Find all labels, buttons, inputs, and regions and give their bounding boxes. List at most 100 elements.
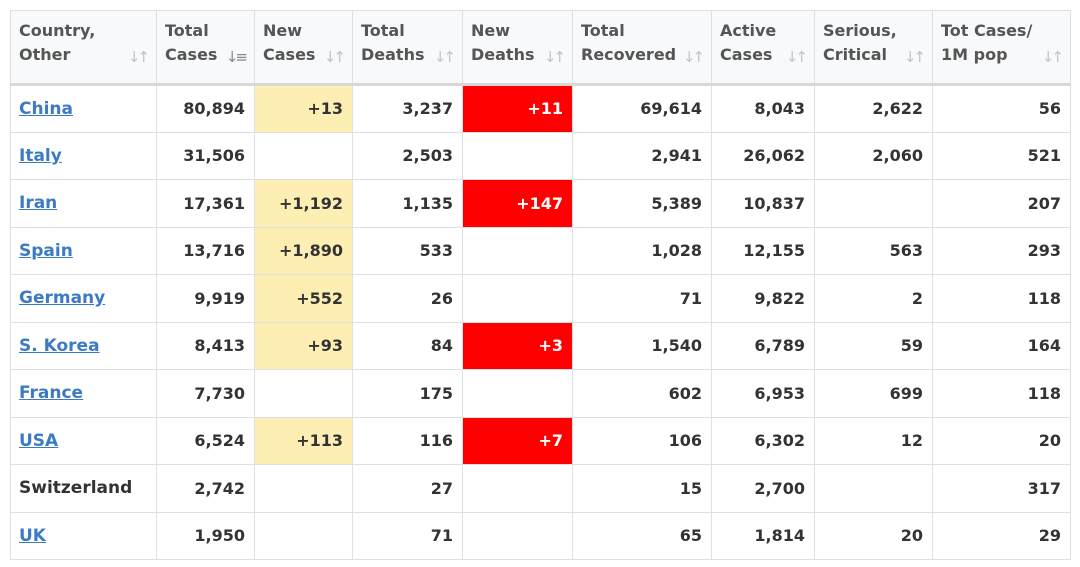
column-header-country[interactable]: Country, Other ↓↑ — [10, 10, 157, 86]
sort-descending-icon[interactable]: ↓≡ — [225, 48, 248, 66]
column-header-label: Total Deaths — [361, 21, 425, 64]
sort-updown-icon[interactable]: ↓↑ — [1041, 48, 1064, 66]
new-cases-cell — [254, 511, 353, 560]
new-deaths-cell — [462, 274, 573, 323]
column-header-label: Active Cases — [720, 21, 777, 64]
total-recovered-cell: 106 — [572, 416, 712, 465]
table-row: S. Korea 8,413 +93 84 +3 1,540 6,789 59 164 — [10, 321, 1071, 370]
country-cell: Switzerland — [10, 464, 157, 513]
table-row: Italy 31,506 2,503 2,941 26,062 2,060 521 — [10, 131, 1071, 180]
new-cases-cell: +93 — [254, 321, 353, 370]
country-link[interactable]: Germany — [19, 288, 106, 309]
country-cell: China — [10, 84, 157, 133]
total-recovered-cell: 71 — [572, 274, 712, 323]
column-header-label: Country, Other — [19, 21, 96, 64]
serious-critical-cell — [814, 464, 933, 513]
country-cell: Italy — [10, 131, 157, 180]
country-link[interactable]: France — [19, 383, 84, 404]
serious-critical-cell: 2,622 — [814, 84, 933, 133]
total-deaths-cell: 2,503 — [352, 131, 463, 180]
active-cases-cell: 2,700 — [711, 464, 815, 513]
country-link[interactable]: Italy — [19, 145, 62, 166]
header-row: Country, Other ↓↑ Total Cases ↓≡ New Cases ↓↑… — [10, 10, 1071, 86]
total-cases-cell: 17,361 — [156, 179, 255, 228]
total-cases-cell: 9,919 — [156, 274, 255, 323]
country-link[interactable]: Spain — [19, 240, 73, 261]
column-header-label: Total Cases — [165, 21, 218, 64]
new-deaths-cell — [462, 464, 573, 513]
total-cases-cell: 8,413 — [156, 321, 255, 370]
table-row: Germany 9,919 +552 26 71 9,822 2 118 — [10, 274, 1071, 323]
table-row: France 7,730 175 602 6,953 699 118 — [10, 369, 1071, 418]
total-recovered-cell: 65 — [572, 511, 712, 560]
total-deaths-cell: 533 — [352, 226, 463, 275]
column-header-label: Serious, Critical — [823, 21, 897, 64]
sort-updown-icon[interactable]: ↓↑ — [127, 48, 150, 66]
total-recovered-cell: 2,941 — [572, 131, 712, 180]
column-header-serious-critical[interactable]: Serious, Critical ↓↑ — [814, 10, 933, 86]
country-link[interactable]: Iran — [19, 193, 58, 214]
column-header-label: Tot Cases/ 1M pop — [941, 21, 1033, 64]
table-body: China 80,894 +13 3,237 +11 69,614 8,043 2,622 56… — [10, 84, 1071, 560]
table-row: China 80,894 +13 3,237 +11 69,614 8,043 2,622 56 — [10, 84, 1071, 133]
serious-critical-cell: 59 — [814, 321, 933, 370]
country-cell: Germany — [10, 274, 157, 323]
total-cases-cell: 31,506 — [156, 131, 255, 180]
total-cases-cell: 13,716 — [156, 226, 255, 275]
total-deaths-cell: 1,135 — [352, 179, 463, 228]
total-cases-cell: 1,950 — [156, 511, 255, 560]
tot-cases-per-1m-cell: 293 — [932, 226, 1071, 275]
table-row: UK 1,950 71 65 1,814 20 29 — [10, 511, 1071, 560]
sort-updown-icon[interactable]: ↓↑ — [433, 48, 456, 66]
new-deaths-cell — [462, 226, 573, 275]
new-deaths-cell: +3 — [462, 321, 573, 370]
column-header-tot-cases-per-1m[interactable]: Tot Cases/ 1M pop ↓↑ — [932, 10, 1071, 86]
serious-critical-cell: 699 — [814, 369, 933, 418]
country-cell: France — [10, 369, 157, 418]
country-cell: Spain — [10, 226, 157, 275]
serious-critical-cell — [814, 179, 933, 228]
column-header-total-cases[interactable]: Total Cases ↓≡ — [156, 10, 255, 86]
sort-updown-icon[interactable]: ↓↑ — [903, 48, 926, 66]
total-cases-cell: 2,742 — [156, 464, 255, 513]
total-deaths-cell: 26 — [352, 274, 463, 323]
new-cases-cell: +1,890 — [254, 226, 353, 275]
column-header-new-cases[interactable]: New Cases ↓↑ — [254, 10, 353, 86]
serious-critical-cell: 20 — [814, 511, 933, 560]
new-deaths-cell: +11 — [462, 84, 573, 133]
new-deaths-cell: +7 — [462, 416, 573, 465]
country-name: Switzerland — [19, 478, 133, 499]
new-cases-cell: +113 — [254, 416, 353, 465]
total-recovered-cell: 5,389 — [572, 179, 712, 228]
active-cases-cell: 9,822 — [711, 274, 815, 323]
active-cases-cell: 26,062 — [711, 131, 815, 180]
active-cases-cell: 6,302 — [711, 416, 815, 465]
country-cell: Iran — [10, 179, 157, 228]
total-deaths-cell: 27 — [352, 464, 463, 513]
column-header-label: Total Recovered — [581, 21, 677, 64]
sort-updown-icon[interactable]: ↓↑ — [323, 48, 346, 66]
new-deaths-cell — [462, 131, 573, 180]
coronavirus-cases-table: Country, Other ↓↑ Total Cases ↓≡ New Cases ↓↑… — [10, 10, 1071, 560]
country-link[interactable]: UK — [19, 525, 46, 546]
new-deaths-cell — [462, 369, 573, 418]
total-cases-cell: 6,524 — [156, 416, 255, 465]
column-header-active-cases[interactable]: Active Cases ↓↑ — [711, 10, 815, 86]
total-cases-cell: 80,894 — [156, 84, 255, 133]
sort-updown-icon[interactable]: ↓↑ — [543, 48, 566, 66]
sort-updown-icon[interactable]: ↓↑ — [785, 48, 808, 66]
country-link[interactable]: USA — [19, 430, 59, 451]
column-header-total-deaths[interactable]: Total Deaths ↓↑ — [352, 10, 463, 86]
column-header-new-deaths[interactable]: New Deaths ↓↑ — [462, 10, 573, 86]
new-cases-cell: +13 — [254, 84, 353, 133]
column-header-total-recovered[interactable]: Total Recovered ↓↑ — [572, 10, 712, 86]
new-cases-cell — [254, 464, 353, 513]
country-link[interactable]: China — [19, 98, 73, 119]
serious-critical-cell: 2,060 — [814, 131, 933, 180]
serious-critical-cell: 12 — [814, 416, 933, 465]
tot-cases-per-1m-cell: 164 — [932, 321, 1071, 370]
country-link[interactable]: S. Korea — [19, 335, 100, 356]
tot-cases-per-1m-cell: 118 — [932, 369, 1071, 418]
tot-cases-per-1m-cell: 56 — [932, 84, 1071, 133]
sort-updown-icon[interactable]: ↓↑ — [682, 48, 705, 66]
